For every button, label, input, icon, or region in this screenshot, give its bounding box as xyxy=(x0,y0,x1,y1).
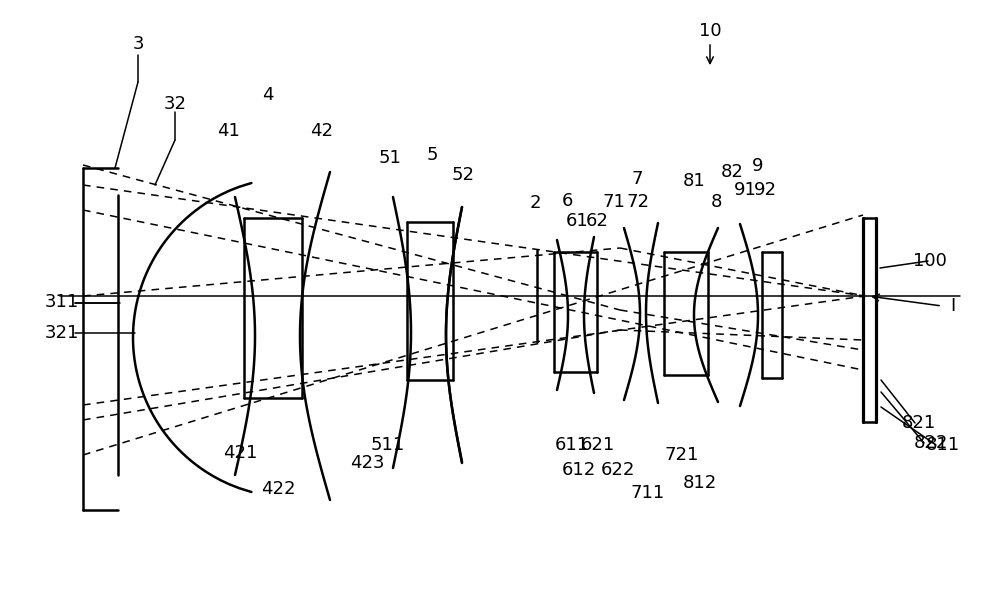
Text: 4: 4 xyxy=(262,86,274,104)
Text: 9: 9 xyxy=(752,157,764,175)
Text: 5: 5 xyxy=(426,146,438,164)
Text: 621: 621 xyxy=(581,436,615,454)
Text: 822: 822 xyxy=(914,434,948,452)
Text: 622: 622 xyxy=(601,461,635,479)
Text: 72: 72 xyxy=(626,193,650,211)
Text: 811: 811 xyxy=(926,436,960,454)
Text: 71: 71 xyxy=(603,193,625,211)
Text: 3: 3 xyxy=(132,35,144,53)
Text: 423: 423 xyxy=(350,454,384,472)
Text: 821: 821 xyxy=(902,414,936,432)
Text: I: I xyxy=(950,297,956,315)
Text: 62: 62 xyxy=(586,212,608,230)
Text: 721: 721 xyxy=(665,446,699,464)
Text: 511: 511 xyxy=(371,436,405,454)
Text: 81: 81 xyxy=(683,172,705,190)
Text: 7: 7 xyxy=(631,170,643,188)
Text: 42: 42 xyxy=(310,122,334,140)
Text: 51: 51 xyxy=(379,149,401,167)
Text: 311: 311 xyxy=(45,293,79,311)
Text: 91: 91 xyxy=(734,181,756,199)
Text: 100: 100 xyxy=(913,252,947,270)
Text: 711: 711 xyxy=(631,484,665,502)
Text: 92: 92 xyxy=(754,181,776,199)
Text: 321: 321 xyxy=(45,324,79,342)
Text: 611: 611 xyxy=(555,436,589,454)
Text: 6: 6 xyxy=(561,192,573,210)
Text: 52: 52 xyxy=(452,166,475,184)
Text: 82: 82 xyxy=(721,163,743,181)
Text: 32: 32 xyxy=(164,95,186,113)
Text: 10: 10 xyxy=(699,22,721,40)
Text: 41: 41 xyxy=(217,122,239,140)
Text: 421: 421 xyxy=(223,444,257,462)
Text: 8: 8 xyxy=(710,193,722,211)
Text: 2: 2 xyxy=(529,194,541,212)
Text: 812: 812 xyxy=(683,474,717,492)
Text: 61: 61 xyxy=(566,212,588,230)
Text: 422: 422 xyxy=(261,480,295,498)
Text: 612: 612 xyxy=(562,461,596,479)
